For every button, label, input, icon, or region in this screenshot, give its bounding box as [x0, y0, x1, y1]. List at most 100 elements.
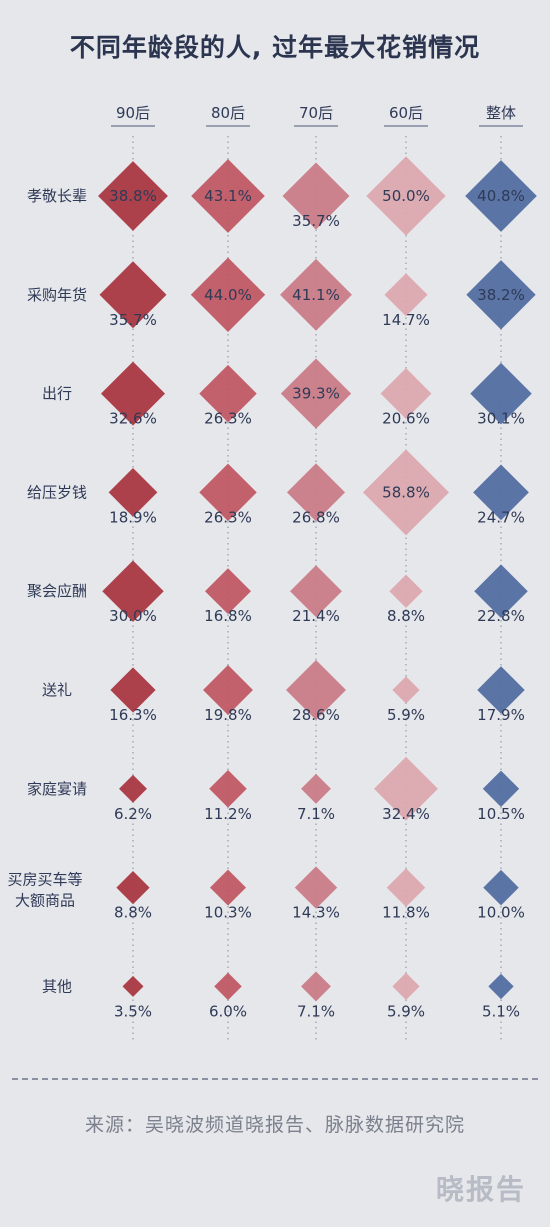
value-label: 16.3%	[109, 706, 157, 724]
row-label: 孝敬长辈	[27, 187, 87, 205]
value-label: 28.6%	[292, 706, 340, 724]
value-diamond	[290, 565, 342, 618]
value-label: 41.1%	[292, 286, 340, 304]
value-diamond	[119, 774, 147, 803]
value-label: 38.2%	[477, 286, 525, 304]
value-diamond	[280, 258, 352, 331]
value-diamond	[392, 972, 420, 1001]
value-label: 30.0%	[109, 607, 157, 625]
value-label: 20.6%	[382, 410, 430, 428]
value-label: 19.8%	[204, 706, 252, 724]
value-diamond	[374, 756, 438, 821]
value-diamond	[100, 361, 166, 426]
value-diamond	[282, 162, 350, 230]
value-diamond	[110, 667, 156, 713]
value-diamond	[363, 449, 449, 536]
value-label: 24.7%	[477, 508, 525, 526]
value-diamond	[286, 463, 346, 522]
value-diamond	[102, 560, 164, 622]
value-diamond	[366, 156, 446, 236]
divider	[12, 1078, 538, 1080]
value-diamond	[209, 770, 247, 808]
value-diamond	[190, 257, 266, 332]
value-label: 26.3%	[204, 508, 252, 526]
value-label: 6.0%	[209, 1002, 247, 1020]
value-diamond	[199, 463, 257, 522]
value-diamond	[474, 564, 528, 618]
row-label: 给压岁钱	[27, 483, 87, 501]
column-header: 70后	[299, 104, 333, 122]
value-diamond	[466, 260, 536, 330]
value-label: 32.6%	[109, 410, 157, 428]
value-label: 50.0%	[382, 187, 430, 205]
row-label: 采购年货	[27, 286, 87, 304]
row-label: 买房买车等	[7, 871, 82, 889]
value-label: 8.8%	[387, 607, 425, 625]
value-label: 40.8%	[477, 187, 525, 205]
column-header: 90后	[116, 104, 150, 122]
value-diamond	[199, 364, 257, 423]
brand-logo: 晓报告	[435, 1173, 526, 1206]
value-label: 43.1%	[204, 187, 252, 205]
value-label: 26.8%	[292, 508, 340, 526]
row-label: 大额商品	[15, 892, 75, 910]
value-label: 11.2%	[204, 805, 252, 823]
value-label: 5.9%	[387, 706, 425, 724]
value-label: 18.9%	[109, 508, 157, 526]
chart-title: 不同年龄段的人, 过年最大花销情况	[69, 33, 481, 62]
value-label: 22.8%	[477, 607, 525, 625]
value-diamond	[483, 869, 519, 906]
value-label: 6.2%	[114, 805, 152, 823]
value-diamond	[482, 770, 520, 807]
value-label: 17.9%	[477, 706, 525, 724]
value-label: 7.1%	[297, 1002, 335, 1020]
value-label: 7.1%	[297, 805, 335, 823]
value-diamond	[473, 464, 529, 521]
row-label: 聚会应酬	[27, 582, 87, 600]
value-label: 10.5%	[477, 805, 525, 823]
value-diamond	[122, 975, 144, 997]
value-diamond	[465, 160, 537, 232]
value-label: 21.4%	[292, 607, 340, 625]
value-label: 58.8%	[382, 483, 430, 501]
column-header: 整体	[486, 104, 516, 122]
value-diamond	[99, 261, 167, 329]
value-label: 5.1%	[482, 1002, 520, 1020]
value-diamond	[191, 159, 265, 233]
source-note: 来源：吴晓波频道晓报告、脉脉数据研究院	[84, 1114, 465, 1136]
row-label: 家庭宴请	[27, 780, 87, 798]
row-label: 送礼	[42, 681, 72, 699]
value-label: 38.8%	[109, 187, 157, 205]
value-label: 3.5%	[114, 1002, 152, 1020]
value-diamond	[210, 869, 246, 906]
value-label: 10.3%	[204, 904, 252, 922]
value-label: 5.9%	[387, 1002, 425, 1020]
value-diamond	[384, 273, 428, 317]
value-diamond	[301, 971, 331, 1002]
value-diamond	[205, 568, 251, 615]
value-diamond	[280, 358, 352, 429]
value-label: 11.8%	[382, 904, 430, 922]
value-diamond	[477, 666, 525, 714]
column-header: 80后	[211, 104, 245, 122]
value-label: 14.3%	[292, 904, 340, 922]
value-diamond	[386, 868, 426, 907]
value-label: 35.7%	[292, 212, 340, 230]
row-label: 出行	[42, 385, 72, 403]
value-diamond	[116, 870, 150, 905]
value-diamond	[203, 665, 253, 715]
value-diamond	[286, 660, 346, 720]
value-diamond	[389, 574, 423, 608]
value-label: 32.4%	[382, 805, 430, 823]
value-label: 8.8%	[114, 904, 152, 922]
value-label: 16.8%	[204, 607, 252, 625]
value-label: 26.3%	[204, 410, 252, 428]
value-diamond	[98, 161, 168, 231]
value-diamond	[470, 362, 532, 425]
value-diamond	[294, 866, 338, 909]
value-diamond	[108, 468, 158, 517]
value-diamond	[392, 676, 420, 704]
value-label: 35.7%	[109, 311, 157, 329]
value-diamond	[488, 973, 514, 1000]
